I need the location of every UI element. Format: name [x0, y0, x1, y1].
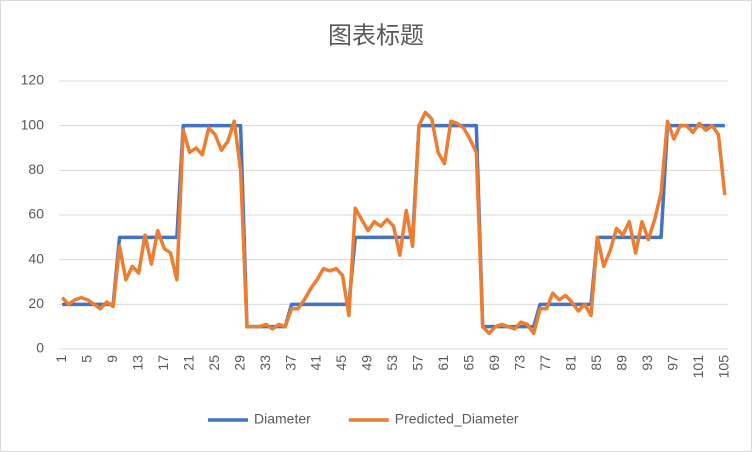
x-tick-label: 53	[384, 355, 400, 371]
x-tick-label: 29	[231, 355, 247, 371]
x-tick-label: 73	[512, 355, 528, 371]
x-tick-label: 77	[537, 355, 553, 371]
y-tick-label: 40	[28, 250, 44, 266]
x-tick-label: 105	[716, 355, 732, 379]
x-tick-label: 69	[486, 355, 502, 371]
y-tick-label: 120	[21, 72, 45, 88]
x-tick-label: 101	[690, 355, 706, 379]
y-tick-label: 80	[28, 161, 44, 177]
x-tick-label: 49	[359, 355, 375, 371]
y-tick-label: 20	[28, 295, 44, 311]
x-tick-label: 81	[563, 355, 579, 371]
x-tick-label: 85	[588, 355, 604, 371]
x-tick-label: 45	[333, 355, 349, 371]
x-tick-label: 61	[435, 355, 451, 371]
x-tick-label: 13	[129, 355, 145, 371]
x-tick-label: 25	[206, 355, 222, 371]
x-tick-label: 9	[104, 355, 120, 363]
x-tick-label: 1	[53, 355, 69, 363]
y-tick-label: 100	[21, 116, 45, 132]
x-tick-label: 89	[614, 355, 630, 371]
series-line	[60, 110, 727, 336]
chart-title: 图表标题	[328, 22, 424, 49]
x-tick-label: 5	[78, 355, 94, 363]
y-tick-label: 0	[36, 340, 44, 356]
legend-label: Predicted_Diameter	[395, 411, 519, 427]
x-tick-label: 93	[639, 355, 655, 371]
x-tick-label: 17	[155, 355, 171, 371]
y-tick-label: 60	[28, 206, 44, 222]
x-tick-label: 33	[257, 355, 273, 371]
x-tick-label: 41	[308, 355, 324, 371]
x-tick-label: 21	[180, 355, 196, 371]
x-tick-label: 65	[461, 355, 477, 371]
x-tick-label: 37	[282, 355, 298, 371]
x-tick-label: 97	[665, 355, 681, 371]
x-tick-label: 57	[410, 355, 426, 371]
legend-label: Diameter	[254, 411, 311, 427]
